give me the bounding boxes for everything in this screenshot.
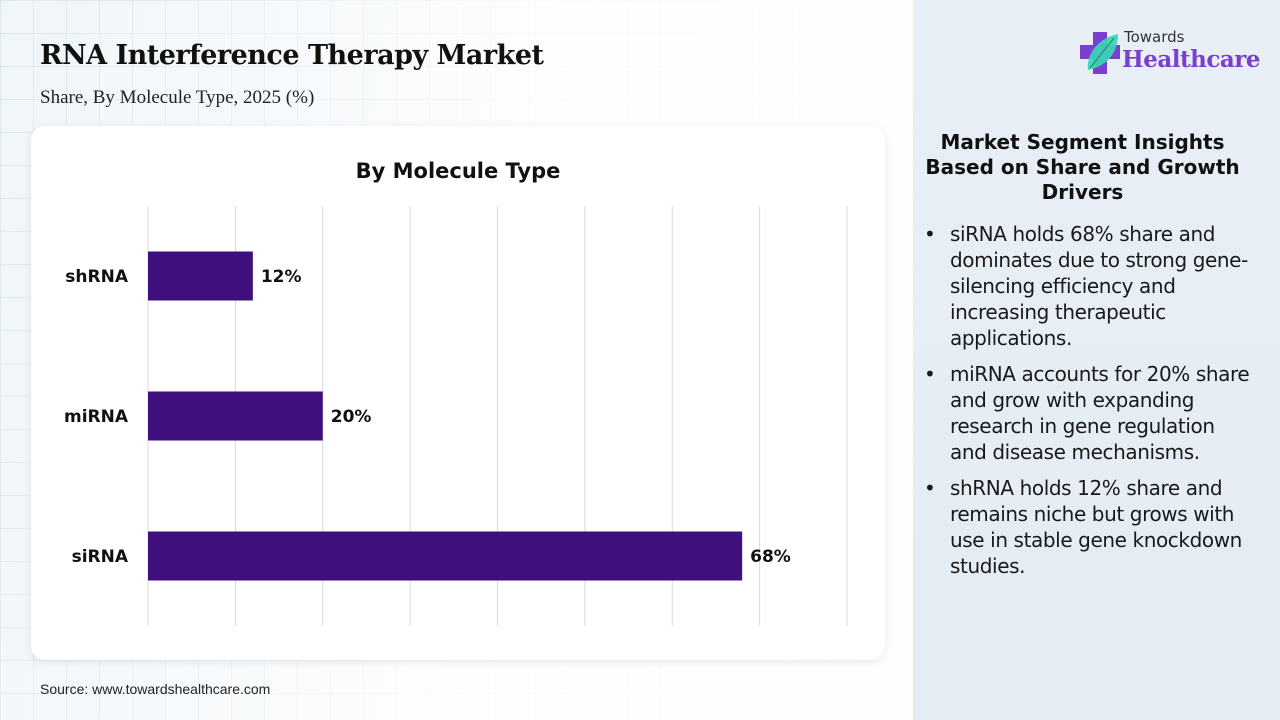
insight-item: • siRNA holds 68% share and dominates due… [922,221,1252,351]
insight-text: shRNA holds 12% share and remains niche … [950,476,1242,578]
insights-panel [913,0,1280,720]
insight-item: • shRNA holds 12% share and remains niche… [922,475,1252,579]
bullet-icon: • [924,222,936,246]
data-label: 20% [331,407,372,427]
brand-logo: Towards Healthcare [1080,28,1261,78]
insight-text: siRNA holds 68% share and dominates due … [950,222,1248,350]
bar-miRNA [148,391,323,441]
category-label: siRNA [72,547,129,567]
insight-item: • miRNA accounts for 20% share and grow w… [922,361,1252,465]
bullet-icon: • [924,476,936,500]
data-label: 12% [261,267,302,287]
bar-chart: shRNA miRNA siRNA 12% 20% 68% [64,206,848,626]
logo-text-healthcare: Healthcare [1122,46,1261,73]
insights-title: Market Segment Insights Based on Share a… [925,130,1240,204]
data-labels: 12% 20% 68% [261,267,791,567]
page-subtitle: Share, By Molecule Type, 2025 (%) [40,87,315,108]
category-labels: shRNA miRNA siRNA [64,267,129,567]
bar-shRNA [148,251,253,301]
cross-leaf-icon [1080,32,1120,74]
data-label: 68% [750,547,791,567]
source-note: Source: www.towardshealthcare.com [40,681,271,697]
category-label: miRNA [64,407,129,427]
logo-text-towards: Towards [1124,28,1185,46]
bar-siRNA [148,531,743,581]
chart-card: By Molecule Type shRNA miRNA siRNA 12% 20% 6… [31,126,885,660]
page-title: RNA Interference Therapy Market [40,40,544,71]
bullet-icon: • [924,362,936,386]
insights-list: • siRNA holds 68% share and dominates due… [922,221,1252,589]
insight-text: miRNA accounts for 20% share and grow wi… [950,362,1250,464]
chart-title: By Molecule Type [355,159,561,183]
bars [148,251,743,581]
category-label: shRNA [65,267,129,287]
